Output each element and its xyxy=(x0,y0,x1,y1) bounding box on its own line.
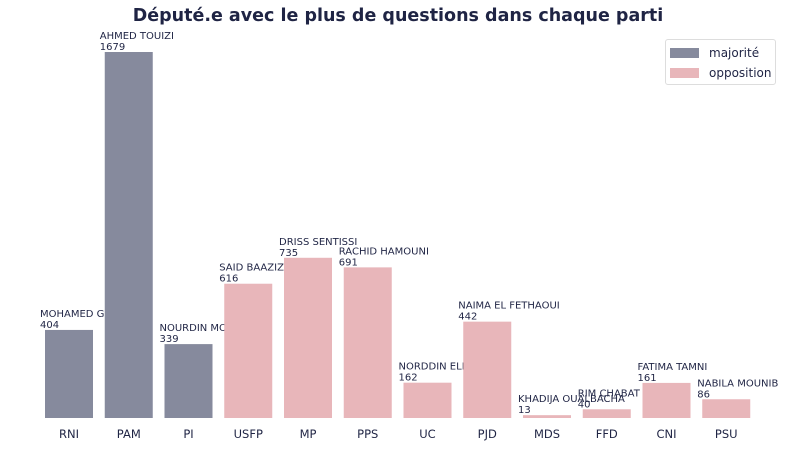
bar-rni xyxy=(45,329,93,418)
bar-label-usfp: SAID BAAZIZ xyxy=(219,263,284,274)
bar-label-mp: DRISS SENTISSI xyxy=(279,237,357,248)
x-tick-pi: PI xyxy=(183,427,193,441)
x-tick-rni: RNI xyxy=(59,427,79,441)
bar-value-mds: 13 xyxy=(518,405,531,416)
legend-item-majorite: majorité xyxy=(670,44,759,62)
x-tick-uc: UC xyxy=(419,427,435,441)
bar-value-uc: 162 xyxy=(399,373,418,384)
bar-psu xyxy=(702,399,751,418)
chart-title: Député.e avec le plus de questions dans … xyxy=(132,6,664,26)
bar-label-rni: MOHAMED GHAYATE xyxy=(40,309,142,320)
x-tick-pjd: PJD xyxy=(478,427,497,441)
bar-label-pps: RACHID HAMOUNI xyxy=(339,246,429,257)
x-tick-mp: MP xyxy=(300,427,317,441)
legend: majorité opposition xyxy=(665,39,776,85)
bar-label-cni: FATIMA TAMNI xyxy=(638,362,708,373)
x-tick-ffd: FFD xyxy=(596,427,618,441)
x-tick-pam: PAM xyxy=(117,427,141,441)
bar-label-pi: NOURDIN MOUDIAN xyxy=(160,323,260,334)
bar-mds xyxy=(523,415,571,418)
bar-label-uc: NORDDIN ELHROUCHI xyxy=(399,362,509,373)
bar-value-pps: 691 xyxy=(339,257,358,268)
bar-value-pi: 339 xyxy=(160,334,179,345)
bar-uc xyxy=(403,382,452,418)
bar-cni xyxy=(642,382,691,418)
bar-value-rni: 404 xyxy=(40,320,59,331)
legend-label-opposition: opposition xyxy=(709,66,772,80)
bar-label-ffd: RIM CHABAT xyxy=(578,388,641,399)
bar-pam xyxy=(104,52,153,418)
legend-swatch-majorite xyxy=(670,48,699,58)
bar-value-usfp: 616 xyxy=(219,274,238,285)
bar-pps xyxy=(343,267,392,418)
bar-value-psu: 86 xyxy=(697,389,710,400)
bar-usfp xyxy=(224,283,273,418)
bar-ffd xyxy=(582,409,631,418)
bar-pjd xyxy=(463,321,512,418)
bar-value-pam: 1679 xyxy=(100,42,125,53)
bar-label-psu: NABILA MOUNIB xyxy=(697,378,778,389)
legend-item-opposition: opposition xyxy=(670,64,772,82)
bar-label-pam: AHMED TOUIZI xyxy=(100,31,174,42)
legend-swatch-opposition xyxy=(670,68,699,78)
x-tick-mds: MDS xyxy=(534,427,560,441)
bar-value-cni: 161 xyxy=(638,373,657,384)
bar-value-pjd: 442 xyxy=(458,312,477,323)
x-tick-pps: PPS xyxy=(357,427,378,441)
x-tick-cni: CNI xyxy=(656,427,676,441)
bar-value-mp: 735 xyxy=(279,248,298,259)
x-tick-psu: PSU xyxy=(715,427,738,441)
bar-pi xyxy=(164,344,213,418)
bar-label-pjd: NAIMA EL FETHAOUI xyxy=(458,301,560,312)
x-tick-usfp: USFP xyxy=(234,427,263,441)
bar-value-ffd: 40 xyxy=(578,399,591,410)
bar-label-mds: KHADIJA OUALBACHA xyxy=(518,394,625,405)
bar-mp xyxy=(284,257,332,418)
legend-label-majorite: majorité xyxy=(709,46,760,60)
